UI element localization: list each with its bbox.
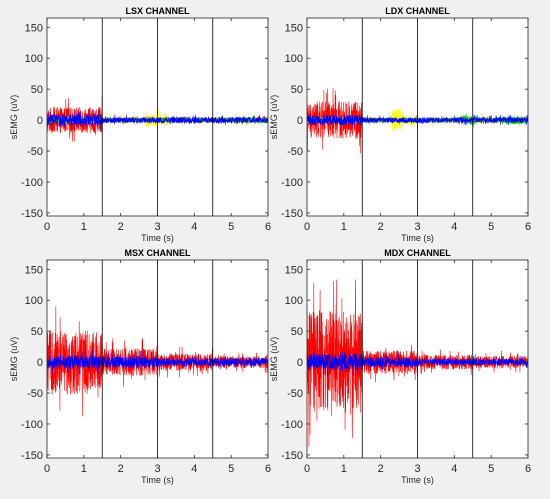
panel-1: 0 1 2 3 4 5 6 -150 -100 -50 0 50 100 150 LDX CHANNEL Ti… [269,6,531,243]
y-tick-label: -50 [27,388,43,400]
y-tick-label: -100 [281,419,303,431]
x-tick-label: 4 [451,221,457,233]
y-axis-label: sEMG (uV) [9,95,19,140]
y-tick-label: 100 [25,53,43,65]
panel-2: 0 1 2 3 4 5 6 -150 -100 -50 0 50 100 150 MSX CHANNEL Ti… [9,248,271,485]
x-tick-label: 0 [44,221,50,233]
x-tick-label: 1 [341,221,347,233]
x-tick-label: 1 [81,463,87,475]
y-tick-label: -50 [287,388,303,400]
x-axis-label: Time (s) [401,233,434,243]
x-tick-label: 2 [378,221,384,233]
x-tick-label: 4 [451,463,457,475]
y-tick-label: 150 [285,22,303,34]
y-axis-label: sEMG (uV) [9,337,19,382]
y-axis-label: sEMG (uV) [269,337,279,382]
x-tick-label: 5 [488,463,494,475]
y-tick-label: 100 [25,295,43,307]
x-tick-label: 6 [525,463,531,475]
chart-title: LDX CHANNEL [385,6,450,16]
y-tick-label: 50 [31,84,43,96]
y-tick-label: -100 [21,419,43,431]
y-tick-label: 50 [291,326,303,338]
y-tick-label: 150 [25,22,43,34]
y-tick-label: 100 [285,53,303,65]
x-tick-label: 0 [44,463,50,475]
x-tick-label: 1 [341,463,347,475]
y-tick-label: 50 [31,326,43,338]
x-tick-label: 2 [378,463,384,475]
x-tick-label: 3 [414,221,420,233]
y-tick-label: -150 [281,208,303,220]
x-tick-label: 3 [154,221,160,233]
panel-3: 0 1 2 3 4 5 6 -150 -100 -50 0 50 100 150 MDX CHANNEL Ti… [269,248,531,485]
x-tick-label: 5 [228,221,234,233]
y-tick-label: -100 [21,177,43,189]
y-tick-label: 0 [297,357,303,369]
x-tick-label: 4 [191,221,197,233]
x-tick-label: 5 [488,221,494,233]
y-tick-label: 0 [37,115,43,127]
x-tick-label: 6 [525,221,531,233]
y-tick-label: 100 [285,295,303,307]
x-tick-label: 3 [154,463,160,475]
x-tick-label: 1 [81,221,87,233]
x-axis-label: Time (s) [401,475,434,485]
x-tick-label: 0 [304,221,310,233]
y-tick-label: -150 [281,450,303,462]
y-axis-label: sEMG (uV) [269,95,279,140]
y-tick-label: 0 [37,357,43,369]
x-tick-label: 4 [191,463,197,475]
chart-title: LSX CHANNEL [125,6,190,16]
x-tick-label: 6 [265,463,271,475]
x-tick-label: 5 [228,463,234,475]
y-tick-label: 0 [297,115,303,127]
x-tick-label: 6 [265,221,271,233]
y-tick-label: 50 [291,84,303,96]
x-axis-label: Time (s) [141,475,174,485]
y-tick-label: -50 [27,146,43,158]
x-tick-label: 2 [118,463,124,475]
x-axis-label: Time (s) [141,233,174,243]
x-tick-label: 2 [118,221,124,233]
chart-title: MSX CHANNEL [124,248,191,258]
y-tick-label: 150 [25,264,43,276]
y-tick-label: -150 [21,450,43,462]
y-tick-label: 150 [285,264,303,276]
x-tick-label: 3 [414,463,420,475]
y-tick-label: -50 [287,146,303,158]
y-tick-label: -150 [21,208,43,220]
x-tick-label: 0 [304,463,310,475]
y-tick-label: -100 [281,177,303,189]
panel-0: 0 1 2 3 4 5 6 -150 -100 -50 0 50 100 150 LSX CHANNEL Ti… [9,6,271,243]
chart-title: MDX CHANNEL [384,248,451,258]
